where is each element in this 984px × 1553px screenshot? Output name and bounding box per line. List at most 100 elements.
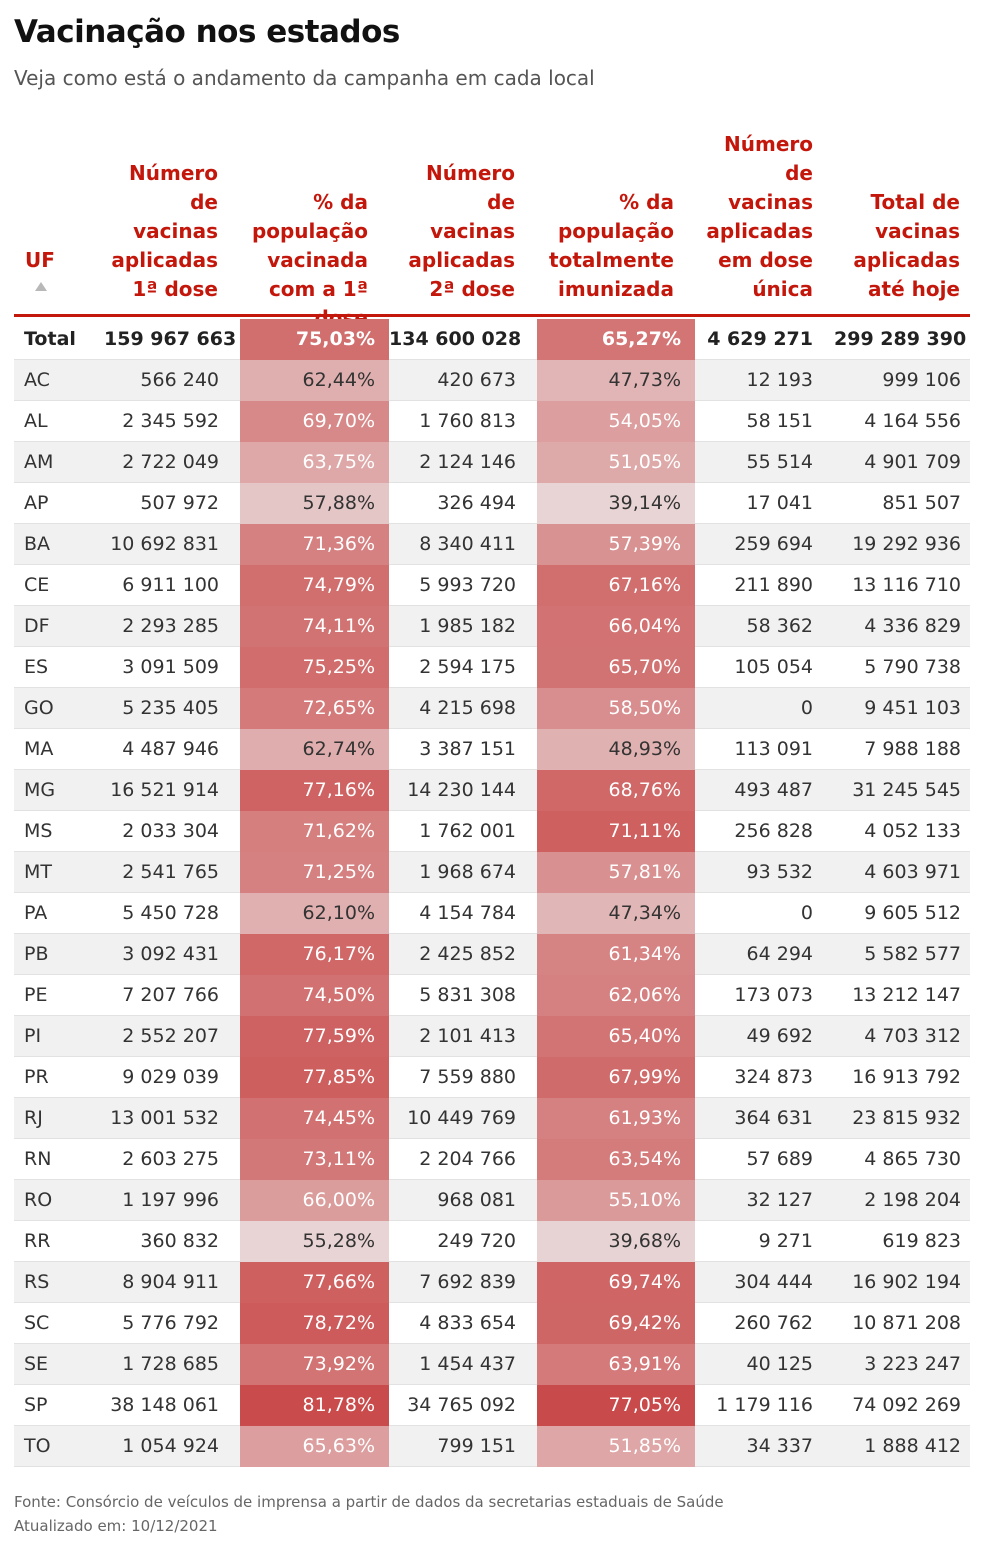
column-header-pct-full[interactable]: % da população totalmente imunizada bbox=[549, 190, 674, 301]
value-cell: 2 541 765 bbox=[122, 861, 219, 883]
value-cell: 2 594 175 bbox=[419, 656, 516, 678]
value-cell: 8 340 411 bbox=[419, 533, 516, 555]
value-cell: 93 532 bbox=[746, 861, 813, 883]
row-shading bbox=[14, 770, 970, 810]
value-cell: 5 776 792 bbox=[122, 1312, 219, 1334]
updated-note: Atualizado em: 10/12/2021 bbox=[14, 1517, 218, 1535]
pct-first-dose-cell: 57,88% bbox=[240, 483, 389, 524]
value-cell: 5 831 308 bbox=[419, 984, 516, 1006]
value-cell: 74 092 269 bbox=[852, 1394, 961, 1416]
value-cell: 16 902 194 bbox=[852, 1271, 961, 1293]
value-cell: 9 451 103 bbox=[864, 697, 961, 719]
value-cell: 55 514 bbox=[746, 451, 813, 473]
value-cell: 249 720 bbox=[437, 1230, 516, 1252]
uf-cell: PR bbox=[24, 1066, 49, 1088]
value-cell: 2 293 285 bbox=[122, 615, 219, 637]
value-cell: 256 828 bbox=[734, 820, 813, 842]
value-cell: 2 425 852 bbox=[419, 943, 516, 965]
value-cell: 2 101 413 bbox=[419, 1025, 516, 1047]
value-cell: 159 967 663 bbox=[104, 328, 237, 350]
table-row: PI 2 552 207 77,59% 2 101 413 65,40% 49 692 4 … bbox=[14, 1016, 970, 1057]
sort-up-triangle-icon[interactable] bbox=[35, 282, 47, 291]
value-cell: 4 052 133 bbox=[864, 820, 961, 842]
column-header-dose2[interactable]: Número de vacinas aplicadas 2ª dose bbox=[408, 161, 515, 301]
table-row: ES 3 091 509 75,25% 2 594 175 65,70% 105 054 5… bbox=[14, 647, 970, 688]
pct-fully-immunized-cell: 47,34% bbox=[537, 893, 695, 934]
value-cell: 259 694 bbox=[734, 533, 813, 555]
table-row: CE 6 911 100 74,79% 5 993 720 67,16% 211 890 1… bbox=[14, 565, 970, 606]
source-note: Fonte: Consórcio de veículos de imprensa… bbox=[14, 1493, 724, 1511]
value-cell: 16 913 792 bbox=[852, 1066, 961, 1088]
value-cell: 4 865 730 bbox=[864, 1148, 961, 1170]
value-cell: 968 081 bbox=[437, 1189, 516, 1211]
uf-cell: RS bbox=[24, 1271, 50, 1293]
column-header-dose1[interactable]: Número de vacinas aplicadas 1ª dose bbox=[111, 161, 218, 301]
table-row: BA 10 692 831 71,36% 8 340 411 57,39% 259 694… bbox=[14, 524, 970, 565]
table-row: MS 2 033 304 71,62% 1 762 001 71,11% 256 828 4… bbox=[14, 811, 970, 852]
pct-fully-immunized-cell: 61,93% bbox=[537, 1098, 695, 1139]
row-shading bbox=[14, 1262, 970, 1302]
value-cell: 360 832 bbox=[140, 1230, 219, 1252]
pct-fully-immunized-cell: 68,76% bbox=[537, 770, 695, 811]
uf-cell: RR bbox=[24, 1230, 51, 1252]
value-cell: 16 521 914 bbox=[110, 779, 219, 801]
pct-first-dose-cell: 65,63% bbox=[240, 1426, 389, 1467]
row-shading bbox=[14, 1344, 970, 1384]
uf-cell: RO bbox=[24, 1189, 53, 1211]
value-cell: 10 449 769 bbox=[407, 1107, 516, 1129]
value-cell: 5 993 720 bbox=[419, 574, 516, 596]
value-cell: 420 673 bbox=[437, 369, 516, 391]
pct-fully-immunized-cell: 51,05% bbox=[537, 442, 695, 483]
value-cell: 10 692 831 bbox=[110, 533, 219, 555]
value-cell: 19 292 936 bbox=[852, 533, 961, 555]
pct-first-dose-cell: 66,00% bbox=[240, 1180, 389, 1221]
value-cell: 10 871 208 bbox=[852, 1312, 961, 1334]
table-row: MA 4 487 946 62,74% 3 387 151 48,93% 113 091 7… bbox=[14, 729, 970, 770]
pct-fully-immunized-cell: 61,34% bbox=[537, 934, 695, 975]
value-cell: 9 029 039 bbox=[122, 1066, 219, 1088]
pct-first-dose-cell: 77,16% bbox=[240, 770, 389, 811]
value-cell: 3 223 247 bbox=[864, 1353, 961, 1375]
row-shading bbox=[14, 1098, 970, 1138]
value-cell: 493 487 bbox=[734, 779, 813, 801]
pct-first-dose-cell: 74,79% bbox=[240, 565, 389, 606]
value-cell: 8 904 911 bbox=[122, 1271, 219, 1293]
value-cell: 17 041 bbox=[746, 492, 813, 514]
value-cell: 2 552 207 bbox=[122, 1025, 219, 1047]
uf-cell: PA bbox=[24, 902, 48, 924]
table-row: MT 2 541 765 71,25% 1 968 674 57,81% 93 532 4 … bbox=[14, 852, 970, 893]
value-cell: 113 091 bbox=[734, 738, 813, 760]
pct-first-dose-cell: 69,70% bbox=[240, 401, 389, 442]
uf-cell: ES bbox=[24, 656, 49, 678]
table-row: AP 507 972 57,88% 326 494 39,14% 17 041 851 50… bbox=[14, 483, 970, 524]
value-cell: 4 487 946 bbox=[122, 738, 219, 760]
column-header-uf[interactable]: UF bbox=[25, 248, 55, 272]
value-cell: 299 289 390 bbox=[834, 328, 967, 350]
pct-first-dose-cell: 77,85% bbox=[240, 1057, 389, 1098]
pct-fully-immunized-cell: 63,91% bbox=[537, 1344, 695, 1385]
pct-fully-immunized-cell: 54,05% bbox=[537, 401, 695, 442]
value-cell: 2 198 204 bbox=[864, 1189, 961, 1211]
table-row: SE 1 728 685 73,92% 1 454 437 63,91% 40 125 3 … bbox=[14, 1344, 970, 1385]
pct-first-dose-cell: 77,66% bbox=[240, 1262, 389, 1303]
column-header-total[interactable]: Total de vacinas aplicadas até hoje bbox=[853, 190, 960, 301]
pct-first-dose-cell: 75,25% bbox=[240, 647, 389, 688]
value-cell: 364 631 bbox=[734, 1107, 813, 1129]
value-cell: 1 985 182 bbox=[419, 615, 516, 637]
pct-first-dose-cell: 71,36% bbox=[240, 524, 389, 565]
pct-first-dose-cell: 77,59% bbox=[240, 1016, 389, 1057]
column-header-single-dose[interactable]: Número de vacinas aplicadas em dose únic… bbox=[706, 132, 813, 301]
value-cell: 2 033 304 bbox=[122, 820, 219, 842]
column-header-pct-dose1[interactable]: % da população vacinada com a 1ª dose bbox=[251, 190, 368, 330]
value-cell: 566 240 bbox=[140, 369, 219, 391]
value-cell: 7 559 880 bbox=[419, 1066, 516, 1088]
pct-first-dose-cell: 71,62% bbox=[240, 811, 389, 852]
value-cell: 1 888 412 bbox=[864, 1435, 961, 1457]
uf-cell: CE bbox=[24, 574, 50, 596]
pct-first-dose-cell: 81,78% bbox=[240, 1385, 389, 1426]
value-cell: 64 294 bbox=[746, 943, 813, 965]
uf-cell: SE bbox=[24, 1353, 49, 1375]
value-cell: 2 124 146 bbox=[419, 451, 516, 473]
value-cell: 7 207 766 bbox=[122, 984, 219, 1006]
value-cell: 5 235 405 bbox=[122, 697, 219, 719]
